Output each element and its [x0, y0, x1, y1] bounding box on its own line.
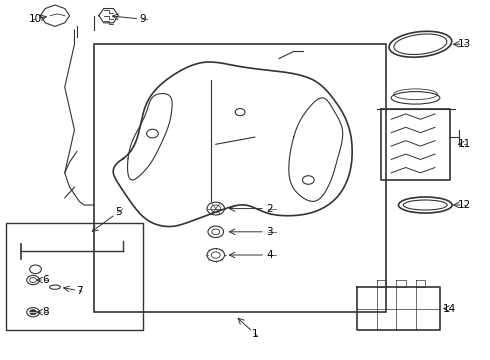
- Text: 13: 13: [458, 39, 471, 49]
- Text: 6: 6: [42, 275, 49, 285]
- Text: 1: 1: [251, 329, 258, 339]
- Text: 2: 2: [266, 203, 272, 213]
- Text: 9: 9: [139, 14, 146, 24]
- Text: 4: 4: [266, 250, 272, 260]
- Text: 14: 14: [443, 303, 456, 314]
- Text: 5: 5: [115, 207, 122, 217]
- Text: 7: 7: [76, 286, 83, 296]
- Text: 12: 12: [458, 200, 471, 210]
- Text: 8: 8: [42, 307, 49, 317]
- Circle shape: [30, 310, 36, 315]
- Text: 10: 10: [29, 14, 42, 24]
- Bar: [6, 223, 143, 330]
- Bar: [94, 44, 386, 312]
- Text: 3: 3: [266, 227, 272, 237]
- Text: 11: 11: [458, 139, 471, 149]
